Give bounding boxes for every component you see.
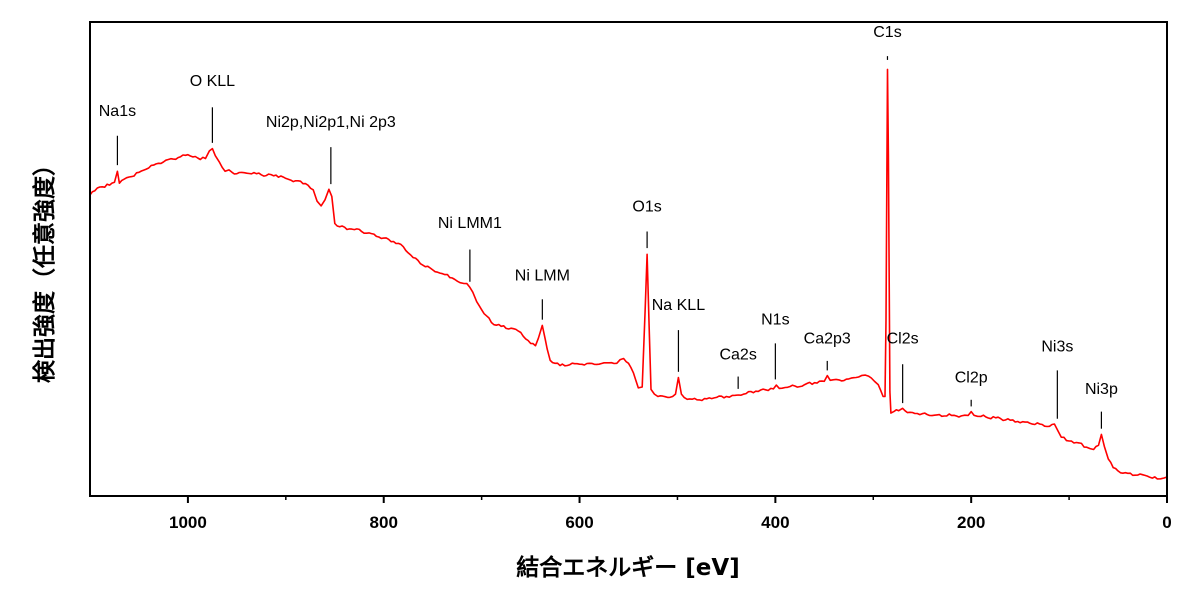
peak-label: C1s	[873, 24, 901, 41]
peak-label: Na1s	[99, 103, 136, 120]
x-tick-label: 200	[957, 513, 985, 532]
peak-label: O KLL	[190, 73, 235, 90]
peak-label: O1s	[632, 199, 661, 216]
x-axis-title: 結合エネルギー [eV]	[516, 554, 739, 581]
peak-label: Ni3s	[1041, 338, 1073, 355]
x-tick-label: 400	[761, 513, 789, 532]
peak-label: Cl2s	[887, 330, 919, 347]
peak-annotations: Na1s O KLL Ni2p,Ni2p1,Ni 2p3 Ni LMM1 Ni LMM O…	[99, 24, 1118, 429]
spectrum-line	[89, 68, 1168, 480]
peak-label: Ca2s	[719, 346, 756, 363]
peak-label: Cl2p	[955, 370, 988, 387]
peak-label: Ca2p3	[804, 330, 851, 347]
plot-frame	[89, 21, 1168, 497]
peak-label: Ni3p	[1085, 381, 1118, 398]
peak-label: N1s	[761, 311, 789, 328]
y-axis-title: 検出強度（任意強度）	[31, 153, 58, 383]
plot-area	[89, 68, 1168, 480]
peak-label: Ni LMM	[515, 267, 570, 284]
x-tick-label: 600	[565, 513, 593, 532]
x-tick-label: 0	[1162, 513, 1171, 532]
peak-label: Na KLL	[652, 297, 705, 314]
peak-label: Ni2p,Ni2p1,Ni 2p3	[266, 114, 396, 131]
axes: 1000 800 600 400 200 0	[89, 21, 1172, 532]
x-tick-label: 800	[370, 513, 398, 532]
peak-label: Ni LMM1	[438, 215, 502, 232]
x-tick-label: 1000	[169, 513, 207, 532]
